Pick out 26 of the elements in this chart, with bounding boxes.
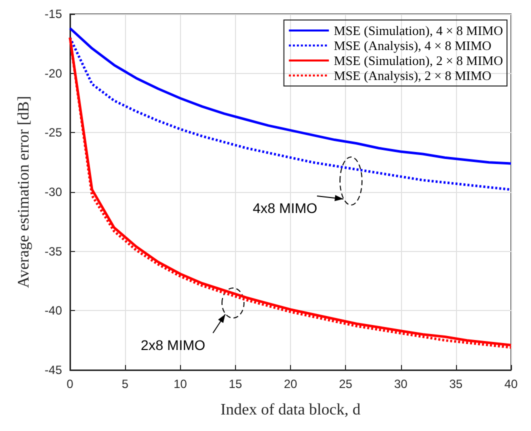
x-tick-label: 20 — [284, 377, 298, 391]
annotation: 2x8 MIMO — [140, 337, 206, 353]
y-tick-label: -40 — [44, 304, 62, 318]
legend-label: MSE (Simulation), 4 × 8 MIMO — [334, 23, 504, 38]
x-tick-label: 40 — [504, 377, 518, 391]
y-tick-label: -25 — [44, 126, 62, 140]
x-tick-label: 15 — [228, 377, 242, 391]
y-tick-label: -30 — [44, 185, 62, 199]
line-series — [68, 26, 512, 165]
legend-label: MSE (Analysis), 2 × 8 MIMO — [334, 68, 492, 83]
legend-label: MSE (Simulation), 2 × 8 MIMO — [334, 53, 504, 68]
x-tick-label: 35 — [449, 377, 463, 391]
x-tick-label: 10 — [174, 377, 188, 391]
x-tick-label: 25 — [338, 377, 353, 391]
y-tick-label: -20 — [44, 66, 62, 80]
legend-label: MSE (Analysis), 4 × 8 MIMO — [334, 38, 492, 53]
y-axis-title: Average estimation error [dB] — [16, 96, 32, 288]
line-series — [68, 36, 512, 191]
annotation: 4x8 MIMO — [252, 200, 318, 216]
y-tick-label: -15 — [44, 7, 62, 21]
y-tick-label: -45 — [44, 363, 62, 377]
x-tick-label: 5 — [122, 377, 129, 391]
x-axis-title: Index of data block, d — [220, 402, 360, 418]
x-tick-label: 30 — [394, 377, 408, 391]
x-tick-label: 0 — [66, 377, 74, 391]
y-tick-label: -35 — [44, 244, 62, 258]
